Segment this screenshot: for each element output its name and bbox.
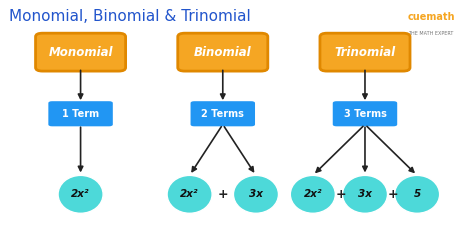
Text: Monomial: Monomial — [48, 46, 113, 59]
Text: 2x²: 2x² — [71, 189, 90, 199]
Text: 3x: 3x — [249, 189, 263, 199]
Text: 2x²: 2x² — [303, 189, 322, 199]
Text: +: + — [336, 188, 346, 201]
Text: cuemath: cuemath — [408, 12, 455, 22]
FancyBboxPatch shape — [191, 101, 255, 126]
Text: +: + — [388, 188, 399, 201]
Ellipse shape — [342, 175, 387, 213]
Text: 2x²: 2x² — [180, 189, 199, 199]
Text: Monomial, Binomial & Trinomial: Monomial, Binomial & Trinomial — [9, 9, 251, 24]
Ellipse shape — [58, 175, 103, 213]
FancyBboxPatch shape — [178, 33, 268, 71]
FancyBboxPatch shape — [36, 33, 126, 71]
FancyBboxPatch shape — [320, 33, 410, 71]
Text: 2 Terms: 2 Terms — [201, 109, 244, 119]
Text: +: + — [218, 188, 228, 201]
Text: 3 Terms: 3 Terms — [344, 109, 386, 119]
Text: 5: 5 — [413, 189, 421, 199]
FancyBboxPatch shape — [48, 101, 113, 126]
Text: 1 Term: 1 Term — [62, 109, 99, 119]
Text: 3x: 3x — [358, 189, 372, 199]
Text: Binomial: Binomial — [194, 46, 252, 59]
Ellipse shape — [290, 175, 336, 213]
Ellipse shape — [233, 175, 279, 213]
Ellipse shape — [394, 175, 439, 213]
Text: Trinomial: Trinomial — [335, 46, 395, 59]
Ellipse shape — [167, 175, 212, 213]
Text: THE MATH EXPERT: THE MATH EXPERT — [408, 31, 453, 36]
FancyBboxPatch shape — [333, 101, 397, 126]
